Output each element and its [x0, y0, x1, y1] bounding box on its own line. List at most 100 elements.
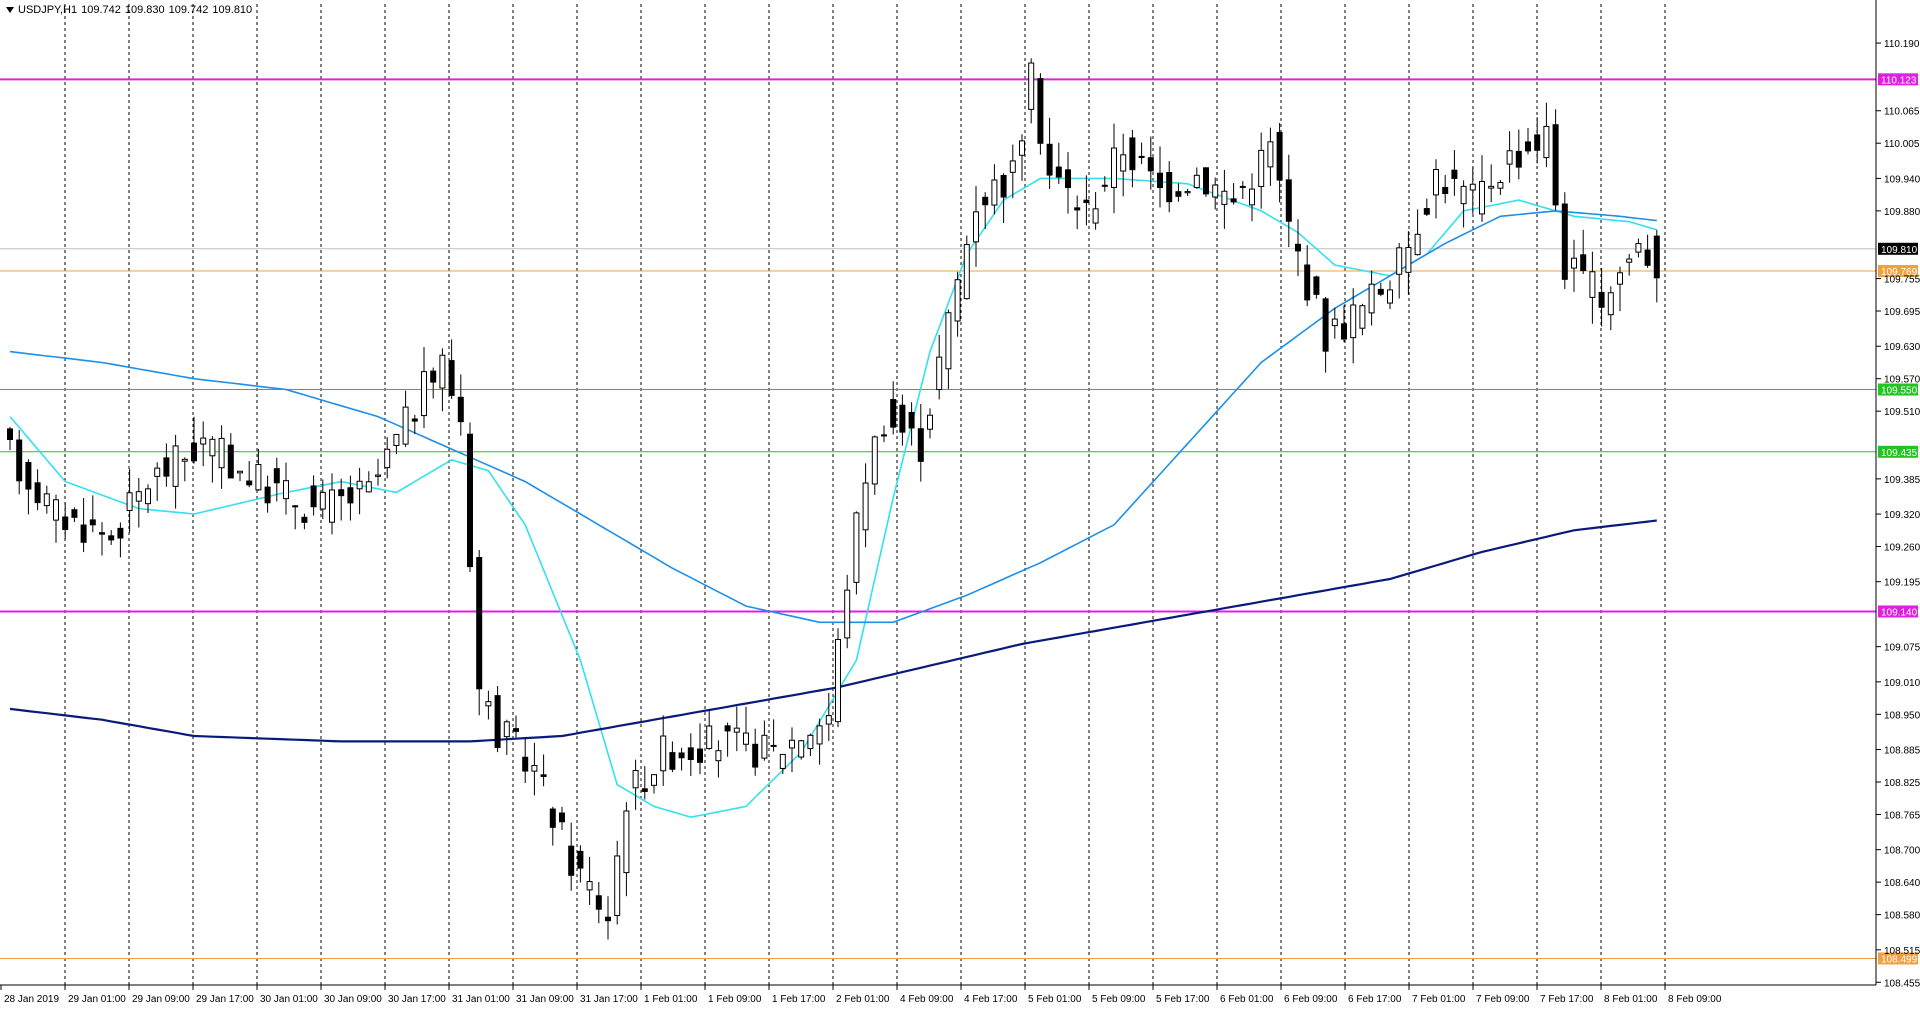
time-axis-label: 6 Feb 01:00: [1220, 994, 1274, 1005]
candle-body: [1258, 149, 1265, 187]
candle-body: [209, 438, 216, 457]
price-axis-label: 109.075: [1884, 643, 1920, 654]
candle-body: [1525, 141, 1531, 152]
candle-body: [614, 855, 621, 916]
candle-body: [945, 312, 952, 370]
candle-body: [1580, 254, 1587, 272]
candle-body: [954, 279, 961, 322]
time-axis-label: 31 Jan 09:00: [516, 994, 574, 1005]
candle-body: [421, 371, 427, 417]
candle-body: [430, 370, 437, 383]
price-axis-label: 108.950: [1884, 710, 1920, 721]
candle-body: [1368, 283, 1375, 314]
candle-body: [1396, 247, 1403, 275]
candle-body: [973, 211, 979, 243]
candle-body: [329, 489, 335, 523]
candle-body: [1055, 166, 1062, 178]
candle-body: [1534, 134, 1541, 151]
candle-body: [513, 728, 519, 732]
candle-body: [1129, 137, 1136, 171]
candle-body: [1009, 160, 1016, 173]
candle-body: [135, 491, 142, 502]
candle-body: [163, 457, 170, 477]
candle-body: [733, 727, 740, 733]
candle-body: [798, 740, 805, 758]
price-axis-label: 108.515: [1884, 946, 1920, 957]
price-axis-label: 109.195: [1884, 578, 1920, 589]
candle-body: [71, 509, 78, 518]
candle-body: [283, 480, 289, 500]
candle-body: [1313, 276, 1320, 295]
time-axis-label: 7 Feb 09:00: [1476, 994, 1530, 1005]
candle-body: [1221, 190, 1228, 205]
time-axis-label: 5 Feb 09:00: [1092, 994, 1146, 1005]
candle-body: [1515, 150, 1522, 168]
candle-body: [1046, 143, 1053, 176]
candle-body: [697, 748, 703, 763]
time-axis-label: 4 Feb 17:00: [964, 994, 1018, 1005]
candle-body: [853, 512, 860, 583]
candle-body: [623, 810, 630, 874]
level-tag: [1878, 264, 1918, 277]
candle-body: [467, 433, 473, 568]
price-axis-label: 109.880: [1884, 207, 1920, 218]
candle-body: [917, 428, 924, 462]
candle-body: [200, 437, 207, 445]
candle-body: [172, 445, 179, 487]
price-axis-label: 110.065: [1884, 107, 1920, 118]
candle-body: [1120, 154, 1127, 172]
candle-body: [1506, 150, 1513, 165]
candle-body: [1488, 185, 1495, 189]
candle-body: [1028, 62, 1035, 110]
candle-body: [715, 750, 722, 762]
candle-body: [89, 519, 96, 526]
time-axis-label: 1 Feb 09:00: [708, 994, 762, 1005]
price-axis-label: 109.570: [1884, 375, 1920, 386]
candle-body: [448, 360, 455, 396]
candle-body: [384, 448, 391, 469]
time-axis-label: 2 Feb 01:00: [836, 994, 890, 1005]
price-axis-label: 108.825: [1884, 778, 1920, 789]
candle-body: [154, 467, 161, 477]
level-tag-label: 110.123: [1881, 75, 1917, 86]
candle-body: [319, 491, 326, 510]
candle-body: [991, 179, 998, 206]
candle-body: [825, 715, 832, 725]
price-axis-label: 110.190: [1884, 39, 1920, 50]
candle-body: [1239, 185, 1246, 188]
candle-body: [16, 439, 23, 482]
candle-body: [908, 411, 915, 429]
candle-body: [43, 493, 50, 507]
candle-body: [1304, 264, 1311, 301]
chart-menu-triangle-icon[interactable]: [6, 7, 14, 14]
candle-body: [540, 774, 547, 777]
candle-body: [522, 756, 529, 772]
candle-body: [1037, 78, 1044, 144]
ohlc-high: 109.830: [124, 4, 165, 16]
level-tag: [1878, 952, 1918, 965]
level-tag: [1878, 383, 1918, 396]
candle-body: [108, 535, 115, 541]
symbol-label: USDJPY,H1: [18, 4, 78, 16]
candle-body: [1267, 141, 1274, 168]
candle-body: [678, 752, 685, 759]
price-axis-label: 110.005: [1884, 139, 1920, 150]
candle-body: [246, 480, 253, 486]
candle-body: [365, 481, 372, 493]
ma-mid-line: [9, 210, 1657, 624]
bid-tag-label: 109.810: [1881, 245, 1918, 256]
level-tag-label: 109.550: [1881, 386, 1918, 397]
candle-body: [687, 747, 694, 760]
candle-body: [264, 486, 271, 504]
candle-body: [651, 774, 657, 786]
candle-body: [1377, 288, 1384, 295]
candle-body: [963, 244, 970, 300]
candle-body: [890, 399, 897, 428]
candle-body: [1230, 198, 1237, 203]
time-axis-label: 28 Jan 2019: [4, 994, 59, 1005]
candle-body: [549, 808, 556, 828]
